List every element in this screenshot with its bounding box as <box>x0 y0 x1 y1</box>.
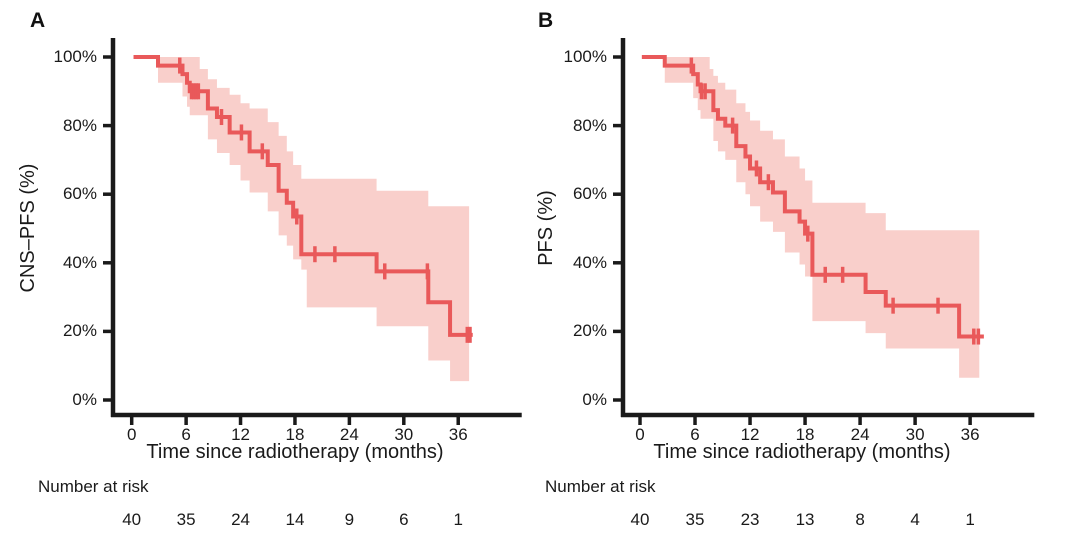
risk-count: 1 <box>965 510 975 529</box>
risk-table-label: Number at risk <box>38 477 149 496</box>
risk-count: 24 <box>231 510 250 529</box>
panel-pfs: B PFS (%) Time since radiotherapy (month… <box>535 0 1080 551</box>
panel-letter-a: A <box>30 9 46 32</box>
risk-count: 40 <box>630 510 650 529</box>
x-tick-label: 36 <box>448 425 468 444</box>
y-axis-title-pfs: PFS (%) <box>535 190 557 266</box>
risk-table-label: Number at risk <box>545 477 656 496</box>
x-tick-label: 36 <box>960 425 980 444</box>
x-tick-label: 24 <box>850 425 870 444</box>
y-tick-label: 0% <box>582 390 607 409</box>
x-tick-label: 12 <box>231 425 250 444</box>
x-tick-label: 24 <box>339 425 359 444</box>
x-tick-label: 0 <box>126 425 137 444</box>
y-axis-title-cns-pfs: CNS–PFS (%) <box>17 163 39 293</box>
confidence-band <box>664 57 980 378</box>
x-tick-label: 30 <box>394 425 414 444</box>
risk-count: 1 <box>453 510 463 529</box>
risk-count: 4 <box>910 510 920 529</box>
risk-count: 40 <box>122 510 142 529</box>
risk-count: 13 <box>795 510 815 529</box>
y-tick-label: 80% <box>572 115 607 135</box>
x-tick-label: 30 <box>905 425 925 444</box>
risk-count: 14 <box>285 510 305 529</box>
y-tick-label: 60% <box>62 184 97 204</box>
y-tick-label: 40% <box>62 252 97 272</box>
km-plot-svg <box>103 38 522 425</box>
y-tick-label: 0% <box>72 390 97 409</box>
y-tick-label: 60% <box>572 184 607 204</box>
x-tick-label: 0 <box>635 425 645 444</box>
km-plot-svg <box>613 38 1035 425</box>
panel-cns-pfs: A CNS–PFS (%) Time since radiotherapy (m… <box>17 9 522 529</box>
y-tick-label: 100% <box>563 47 607 66</box>
x-axis-title: Time since radiotherapy (months) <box>146 441 444 463</box>
y-tick-label: 100% <box>53 47 97 66</box>
x-tick-label: 12 <box>740 425 760 444</box>
y-tick-label: 80% <box>62 115 97 135</box>
x-tick-label: 6 <box>690 425 700 444</box>
risk-count: 35 <box>176 510 196 529</box>
risk-count: 9 <box>344 510 355 529</box>
x-tick-label: 18 <box>285 425 305 444</box>
risk-count: 35 <box>685 510 705 529</box>
panel-letter-b: B <box>538 9 554 32</box>
y-tick-label: 20% <box>572 321 607 341</box>
y-tick-label: 40% <box>572 252 607 272</box>
x-tick-label: 18 <box>795 425 815 444</box>
risk-count: 6 <box>399 510 409 529</box>
x-tick-label: 6 <box>181 425 191 444</box>
risk-count: 23 <box>740 510 760 529</box>
y-tick-label: 20% <box>62 321 97 341</box>
km-step-curve <box>641 55 984 339</box>
km-step-curve <box>133 55 473 337</box>
confidence-band <box>158 57 470 382</box>
risk-count: 8 <box>855 510 865 529</box>
x-axis-title: Time since radiotherapy (months) <box>653 441 951 463</box>
